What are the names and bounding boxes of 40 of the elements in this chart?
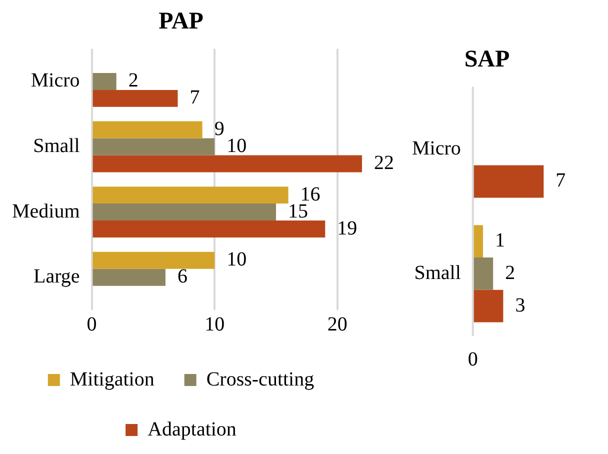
bar: [472, 290, 504, 322]
chart-title: SAP: [464, 46, 510, 73]
x-tick-label: 10: [204, 313, 225, 336]
data-label: 3: [515, 294, 526, 316]
x-tick-label: 0: [86, 313, 97, 336]
legend-label: Adaptation: [148, 418, 236, 440]
data-label: 6: [177, 266, 188, 288]
bar: [92, 186, 288, 204]
y-tick-label: Micro: [30, 70, 80, 92]
bar: [92, 121, 202, 138]
bar: [92, 204, 276, 221]
data-label: 7: [190, 86, 200, 109]
text: 0: [468, 348, 478, 370]
y-tick-label: Large: [33, 266, 80, 288]
bar: [92, 138, 215, 156]
y-tick-label: Medium: [12, 200, 80, 222]
y-tick-label: Micro: [412, 137, 461, 160]
data-label: 1: [494, 230, 505, 252]
data-label: 2: [128, 70, 138, 92]
legend-label: Cross-cutting: [206, 368, 314, 390]
legend-label: Mitigation: [70, 368, 154, 390]
bar: [472, 258, 494, 290]
data-label: 10: [226, 248, 247, 271]
data-label: 2: [505, 262, 516, 284]
chart-title: PAP: [158, 8, 204, 35]
y-tick-label: Small: [33, 135, 80, 157]
bar: [92, 90, 178, 107]
data-label: 10: [226, 135, 247, 157]
bar: [472, 165, 544, 198]
data-label: 22: [374, 152, 394, 174]
bar: [92, 252, 215, 269]
data-label: 9: [214, 118, 224, 140]
data-label: 19: [337, 217, 358, 240]
bar: [92, 72, 116, 90]
x-tick-label: 20: [327, 313, 348, 336]
y-tick-label: Small: [414, 262, 462, 284]
data-label: 7: [556, 170, 566, 192]
bar: [92, 220, 326, 238]
bar: [92, 155, 362, 172]
bar: [92, 268, 166, 286]
